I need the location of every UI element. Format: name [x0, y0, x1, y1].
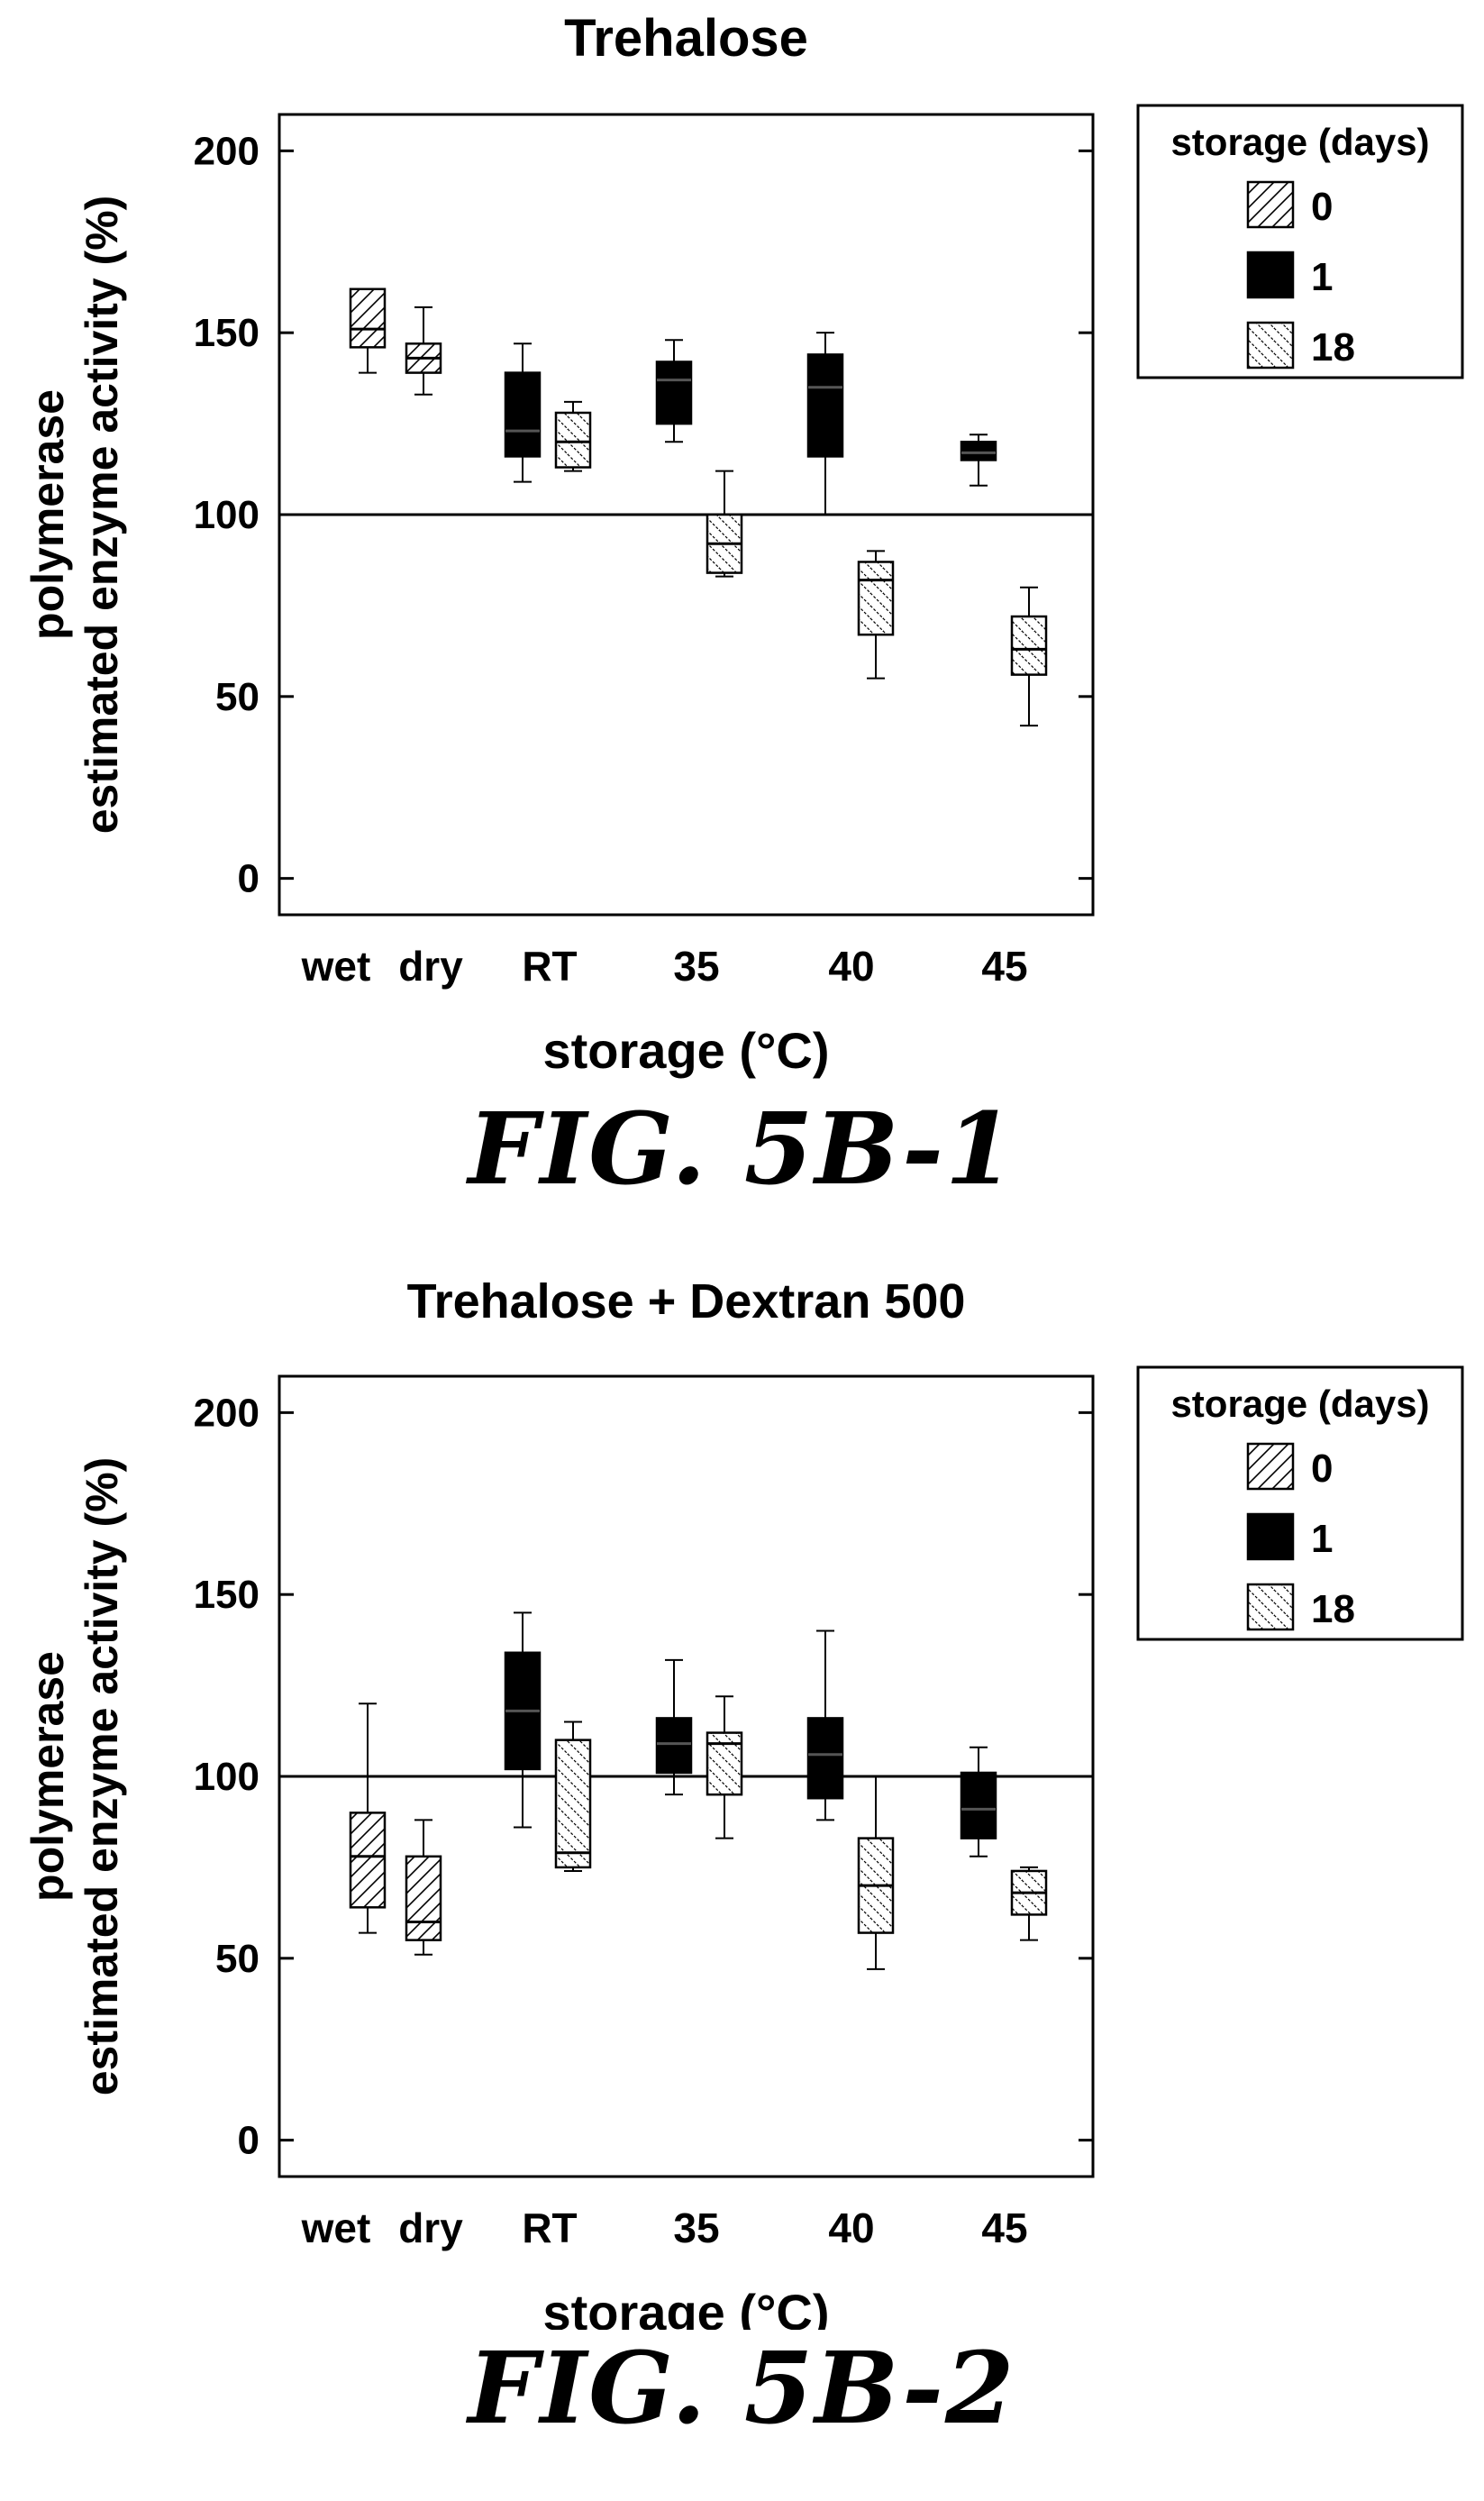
y-axis-label-line-1: polymerase [23, 389, 73, 640]
legend-item-18: 18 [1246, 321, 1355, 370]
legend-swatch [1246, 1442, 1295, 1491]
x-tick-label: 35 [673, 2204, 719, 2251]
box-45-day-18 [1010, 1866, 1048, 1941]
legend-swatch [1246, 1512, 1295, 1561]
box-iqr [806, 1717, 844, 1800]
legend-item-1: 1 [1246, 1512, 1333, 1561]
box-iqr [554, 411, 592, 469]
box-35-day-1 [655, 339, 693, 443]
box-iqr [349, 288, 387, 349]
legend-label: 0 [1311, 185, 1333, 229]
legend-item-18: 18 [1246, 1583, 1355, 1631]
box-iqr [655, 361, 693, 425]
legend-swatch [1246, 321, 1295, 370]
y-tick-label: 100 [194, 1755, 259, 1799]
chart-trehalose: Trehalose 0 50 100 150 200 polymerase estimated… [23, 9, 1464, 1079]
box-iqr [960, 441, 997, 461]
box-iqr [1010, 615, 1048, 676]
box-iqr [806, 353, 844, 458]
legend: storage (days) 0 1 18 [1136, 1365, 1464, 1641]
x-axis-label: storage (°C) [543, 2284, 830, 2330]
x-tick-label: wet [301, 2204, 371, 2251]
legend-label: 1 [1311, 1517, 1333, 1561]
y-axis-label-line-1: polymerase [23, 1651, 73, 1902]
box-40-day-1 [806, 332, 844, 516]
box-RT-day-18 [554, 400, 592, 472]
y-axis-label-line-2: estimated enzyme activity (%) [77, 196, 127, 835]
box-wet-day-0 [349, 288, 387, 374]
y-tick-label: 150 [194, 311, 259, 355]
chart-title: Trehalose [564, 9, 808, 68]
box-RT-day-1 [504, 342, 542, 483]
x-tick-label: RT [522, 943, 577, 990]
y-tick-label: 150 [194, 1573, 259, 1617]
legend-swatch [1246, 1583, 1295, 1631]
figure-label-2: FIG. 5B-2 [468, 2330, 1016, 2446]
box-45-day-1 [960, 434, 997, 487]
box-wet-day-0 [349, 1702, 387, 1934]
y-tick-label: 200 [194, 129, 259, 173]
box-iqr [349, 1812, 387, 1909]
x-tick-label: wet [301, 943, 371, 990]
legend-label: 18 [1311, 325, 1355, 370]
y-axis-label-line-2: estimated enzyme activity (%) [77, 1457, 127, 2096]
y-axis-label: polymerase estimated enzyme activity (%) [23, 1457, 127, 2096]
legend-label: 0 [1311, 1447, 1333, 1491]
legend: storage (days) 0 1 18 [1136, 104, 1464, 379]
box-dry-day-0 [405, 1819, 442, 1956]
legend-item-0: 0 [1246, 180, 1333, 229]
x-tick-label: 35 [673, 943, 719, 990]
x-tick-label: 40 [828, 2204, 874, 2251]
x-tick-label: 40 [828, 943, 874, 990]
figure-panel-5b-2: Trehalose + Dextran 500 0 50 100 150 200 polym… [0, 1262, 1484, 2501]
box-dry-day-0 [405, 306, 442, 396]
legend-title: storage (days) [1170, 121, 1429, 163]
y-tick-label: 50 [215, 675, 259, 719]
box-40-day-18 [857, 1775, 895, 1970]
legend-title: storage (days) [1170, 1383, 1429, 1425]
y-axis-label: polymerase estimated enzyme activity (%) [23, 196, 127, 835]
box-iqr [554, 1739, 592, 1869]
y-tick-label: 200 [194, 1391, 259, 1435]
legend-frame [1136, 104, 1464, 379]
box-35-day-18 [706, 1695, 743, 1839]
x-tick-label: dry [398, 2204, 463, 2251]
legend-label: 18 [1311, 1587, 1355, 1631]
box-40-day-18 [857, 550, 895, 680]
x-tick-label: 45 [981, 2204, 1027, 2251]
box-40-day-1 [806, 1629, 844, 1821]
box-iqr [857, 561, 895, 636]
box-RT-day-1 [504, 1611, 542, 1829]
x-tick-label: dry [398, 943, 463, 990]
box-35-day-1 [655, 1658, 693, 1796]
chart-trehalose-dextran: Trehalose + Dextran 500 0 50 100 150 200 polym… [23, 1274, 1464, 2330]
legend-frame [1136, 1365, 1464, 1641]
box-RT-day-18 [554, 1721, 592, 1872]
box-45-day-18 [1010, 586, 1048, 727]
box-iqr [960, 1771, 997, 1839]
legend-label: 1 [1311, 255, 1333, 299]
box-35-day-18 [706, 470, 743, 578]
chart-title: Trehalose + Dextran 500 [407, 1274, 966, 1328]
legend-swatch [1246, 251, 1295, 299]
box-45-day-1 [960, 1746, 997, 1857]
legend-item-0: 0 [1246, 1442, 1333, 1491]
box-iqr [504, 371, 542, 458]
legend-swatch [1246, 180, 1295, 229]
box-iqr [655, 1717, 693, 1775]
y-tick-label: 100 [194, 493, 259, 537]
box-iqr [405, 1855, 442, 1941]
x-axis-label: storage (°C) [543, 1022, 830, 1079]
y-tick-label: 0 [238, 2119, 259, 2163]
y-tick-label: 50 [215, 1937, 259, 1981]
figure-panel-5b-1: Trehalose 0 50 100 150 200 polymerase estimated… [0, 0, 1484, 1199]
legend-item-1: 1 [1246, 251, 1333, 299]
y-tick-label: 0 [238, 857, 259, 901]
figure-label-1: FIG. 5B-1 [468, 1091, 1016, 1207]
x-tick-label: 45 [981, 943, 1027, 990]
x-tick-label: RT [522, 2204, 577, 2251]
box-iqr [706, 1731, 743, 1796]
